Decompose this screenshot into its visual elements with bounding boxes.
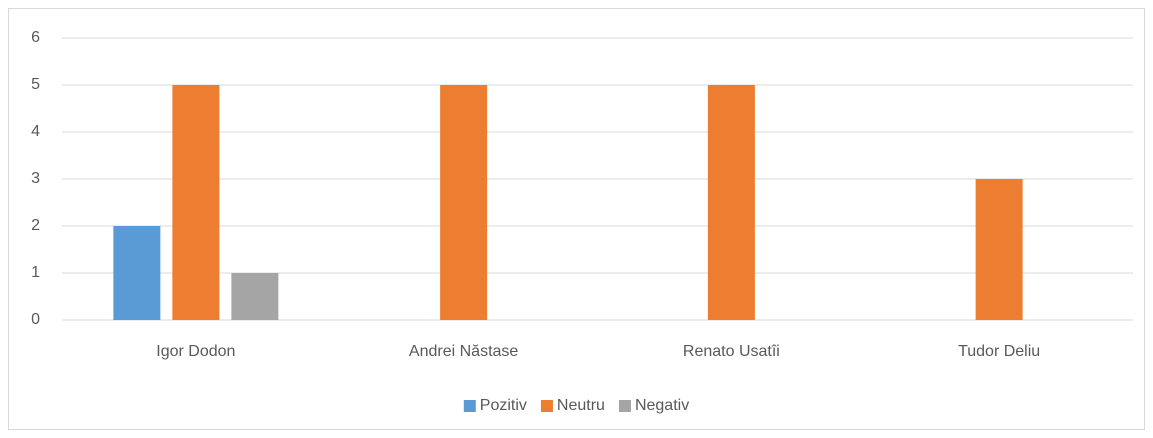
bar — [975, 179, 1023, 320]
bar — [172, 85, 220, 320]
x-tick-label: Andrei Năstase — [409, 343, 518, 360]
legend-swatch — [618, 400, 631, 412]
bar — [113, 226, 161, 320]
bar — [231, 273, 279, 320]
legend-swatch — [540, 400, 553, 412]
y-tick-label: 4 — [31, 123, 40, 140]
x-tick-label: Renato Usatîi — [683, 343, 780, 360]
y-tick-label: 6 — [31, 29, 40, 46]
bar — [440, 85, 488, 320]
x-tick-label: Tudor Deliu — [958, 343, 1040, 360]
y-tick-label: 3 — [31, 170, 40, 187]
bar — [707, 85, 755, 320]
legend-label: Pozitiv — [480, 397, 527, 414]
legend-label: Negativ — [635, 397, 689, 414]
x-tick-label: Igor Dodon — [156, 343, 235, 360]
y-tick-label: 2 — [31, 217, 40, 234]
legend-swatch — [463, 400, 476, 412]
y-tick-label: 1 — [31, 264, 40, 281]
y-tick-label: 5 — [31, 76, 40, 93]
legend-label: Neutru — [557, 397, 605, 414]
y-tick-label: 0 — [31, 311, 40, 328]
